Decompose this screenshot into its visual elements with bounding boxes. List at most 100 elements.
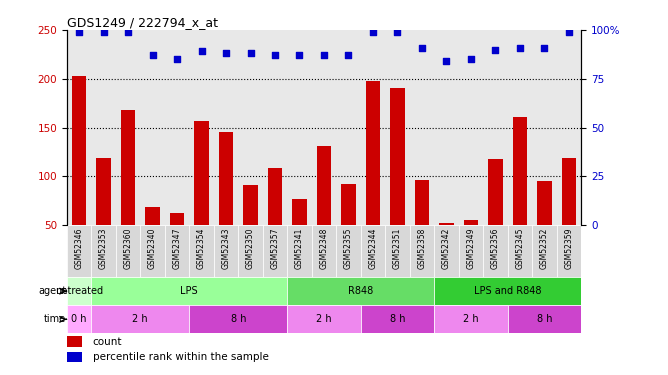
Bar (96, 158, 111, 225)
Text: GSM52355: GSM52355 (344, 228, 353, 269)
Bar (165, 225, 189, 277)
Bar (336, 225, 361, 277)
Text: 8 h: 8 h (230, 314, 246, 324)
Bar (116, 225, 140, 277)
Bar (361, 225, 385, 277)
Bar (532, 225, 556, 277)
Point (514, 45, 525, 51)
Bar (145, 207, 160, 225)
Bar (508, 305, 581, 333)
Text: percentile rank within the sample: percentile rank within the sample (92, 352, 269, 362)
Text: GSM52358: GSM52358 (418, 228, 426, 269)
Text: 8 h: 8 h (536, 314, 552, 324)
Bar (409, 225, 434, 277)
Bar (434, 225, 459, 277)
Point (220, 50, 231, 56)
Point (294, 53, 305, 58)
Bar (67, 277, 92, 305)
Text: GSM52343: GSM52343 (222, 228, 230, 269)
Point (564, 29, 574, 35)
Bar (317, 146, 331, 225)
Bar (562, 158, 576, 225)
Point (466, 56, 476, 62)
Bar (71, 76, 86, 225)
Text: GDS1249 / 222794_x_at: GDS1249 / 222794_x_at (67, 16, 218, 29)
Text: GSM52353: GSM52353 (99, 228, 108, 269)
Point (147, 53, 158, 58)
Text: GSM52346: GSM52346 (75, 228, 84, 269)
Bar (92, 225, 116, 277)
Bar (361, 305, 434, 333)
Point (172, 56, 182, 62)
Bar (92, 277, 287, 305)
Point (196, 48, 207, 54)
Point (367, 29, 378, 35)
Bar (121, 110, 136, 225)
Bar (67, 225, 92, 277)
Text: GSM52345: GSM52345 (516, 228, 524, 269)
Text: R848: R848 (348, 286, 373, 296)
Text: 8 h: 8 h (389, 314, 405, 324)
Text: GSM52341: GSM52341 (295, 228, 304, 269)
Point (270, 53, 281, 58)
Text: agent: agent (38, 286, 66, 296)
Bar (434, 305, 508, 333)
Text: GSM52342: GSM52342 (442, 228, 451, 269)
Text: GSM52340: GSM52340 (148, 228, 157, 269)
Text: LPS and R848: LPS and R848 (474, 286, 542, 296)
Bar (218, 132, 233, 225)
Text: GSM52351: GSM52351 (393, 228, 402, 269)
Bar (537, 181, 552, 225)
Text: 2 h: 2 h (316, 314, 332, 324)
Text: GSM52359: GSM52359 (564, 228, 573, 269)
Point (417, 45, 428, 51)
Text: GSM52350: GSM52350 (246, 228, 255, 269)
Bar (287, 225, 312, 277)
Bar (92, 305, 189, 333)
Text: GSM52349: GSM52349 (466, 228, 476, 269)
Bar (483, 225, 508, 277)
Point (98, 29, 109, 35)
Bar (243, 185, 258, 225)
Bar (439, 223, 454, 225)
Bar (464, 220, 478, 225)
Text: GSM52360: GSM52360 (124, 228, 132, 269)
Text: GSM52344: GSM52344 (369, 228, 377, 269)
Text: GSM52352: GSM52352 (540, 228, 549, 269)
Text: GSM52354: GSM52354 (197, 228, 206, 269)
Text: count: count (92, 337, 122, 347)
Text: GSM52348: GSM52348 (319, 228, 329, 269)
Bar (488, 159, 503, 225)
Bar (390, 87, 405, 225)
Point (343, 53, 354, 58)
Bar (194, 121, 209, 225)
Point (245, 50, 256, 56)
Text: 2 h: 2 h (132, 314, 148, 324)
Point (441, 58, 452, 64)
Bar (341, 184, 356, 225)
Text: untreated: untreated (55, 286, 103, 296)
Bar (287, 277, 434, 305)
Bar (189, 305, 287, 333)
Bar (67, 305, 92, 333)
Bar (170, 213, 184, 225)
Bar (292, 199, 307, 225)
Point (123, 29, 134, 35)
Bar (67, 352, 82, 362)
Bar (238, 225, 263, 277)
Bar (189, 225, 214, 277)
Bar (385, 225, 409, 277)
Point (392, 29, 403, 35)
Text: time: time (44, 314, 66, 324)
Text: GSM52356: GSM52356 (491, 228, 500, 269)
Text: LPS: LPS (180, 286, 198, 296)
Bar (67, 336, 82, 347)
Text: 2 h: 2 h (463, 314, 479, 324)
Text: GSM52347: GSM52347 (172, 228, 182, 269)
Point (319, 53, 329, 58)
Bar (365, 81, 380, 225)
Text: GSM52357: GSM52357 (271, 228, 279, 269)
Bar (415, 180, 430, 225)
Point (539, 45, 550, 51)
Bar (556, 225, 581, 277)
